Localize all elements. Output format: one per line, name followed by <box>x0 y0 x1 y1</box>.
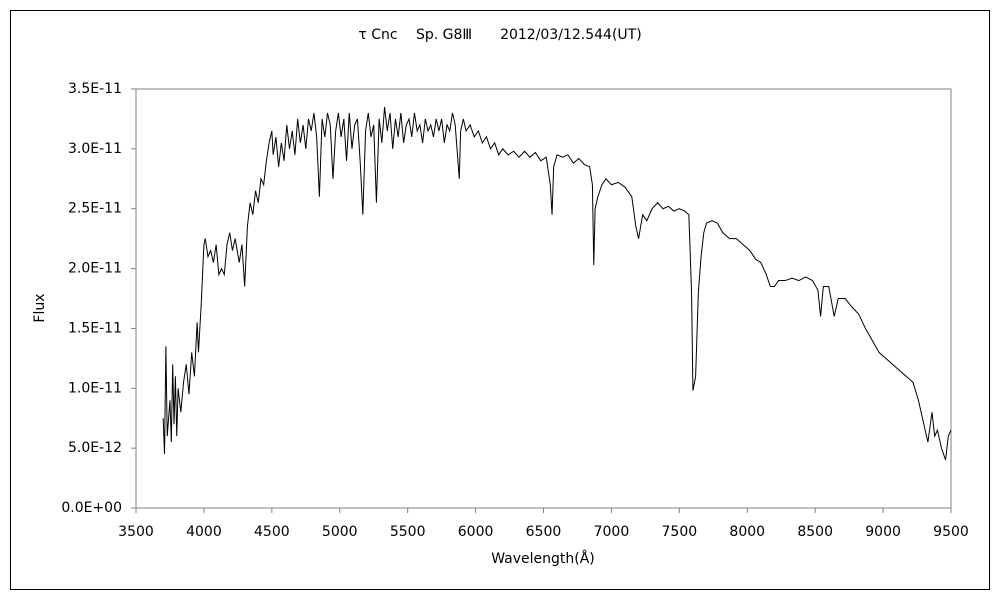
x-tick-label: 7000 <box>594 524 630 540</box>
y-tick-label: 0.0E+00 <box>61 500 122 516</box>
y-tick-label: 2.0E-11 <box>68 261 122 277</box>
y-tick-label: 3.0E-11 <box>68 141 122 157</box>
x-tick-label: 7500 <box>662 524 698 540</box>
x-tick-label: 8000 <box>729 524 765 540</box>
y-tick-label: 2.5E-11 <box>68 201 122 217</box>
x-tick-label: 8500 <box>797 524 833 540</box>
x-tick-label: 6500 <box>526 524 562 540</box>
x-tick-label: 9000 <box>865 524 901 540</box>
x-tick-label: 9500 <box>933 524 969 540</box>
x-tick-label: 4000 <box>186 524 222 540</box>
chart-frame <box>10 10 990 590</box>
y-tick-label: 1.5E-11 <box>68 320 122 336</box>
x-tick-label: 3500 <box>118 524 154 540</box>
spectrum-line <box>162 106 952 461</box>
x-tick-label: 5500 <box>390 524 426 540</box>
plot-area <box>135 88 952 509</box>
y-tick-label: 5.0E-12 <box>68 440 122 456</box>
x-tick-label: 4500 <box>254 524 290 540</box>
y-tick-label: 1.0E-11 <box>68 380 122 396</box>
y-tick-label: 3.5E-11 <box>68 81 122 97</box>
x-tick-label: 6000 <box>458 524 494 540</box>
chart-title: τ Cnc Sp. G8Ⅲ 2012/03/12.544(UT) <box>358 27 641 43</box>
x-tick-label: 5000 <box>322 524 358 540</box>
y-axis-label: Flux <box>32 293 48 322</box>
x-axis-label: Wavelength(Å) <box>491 550 595 567</box>
